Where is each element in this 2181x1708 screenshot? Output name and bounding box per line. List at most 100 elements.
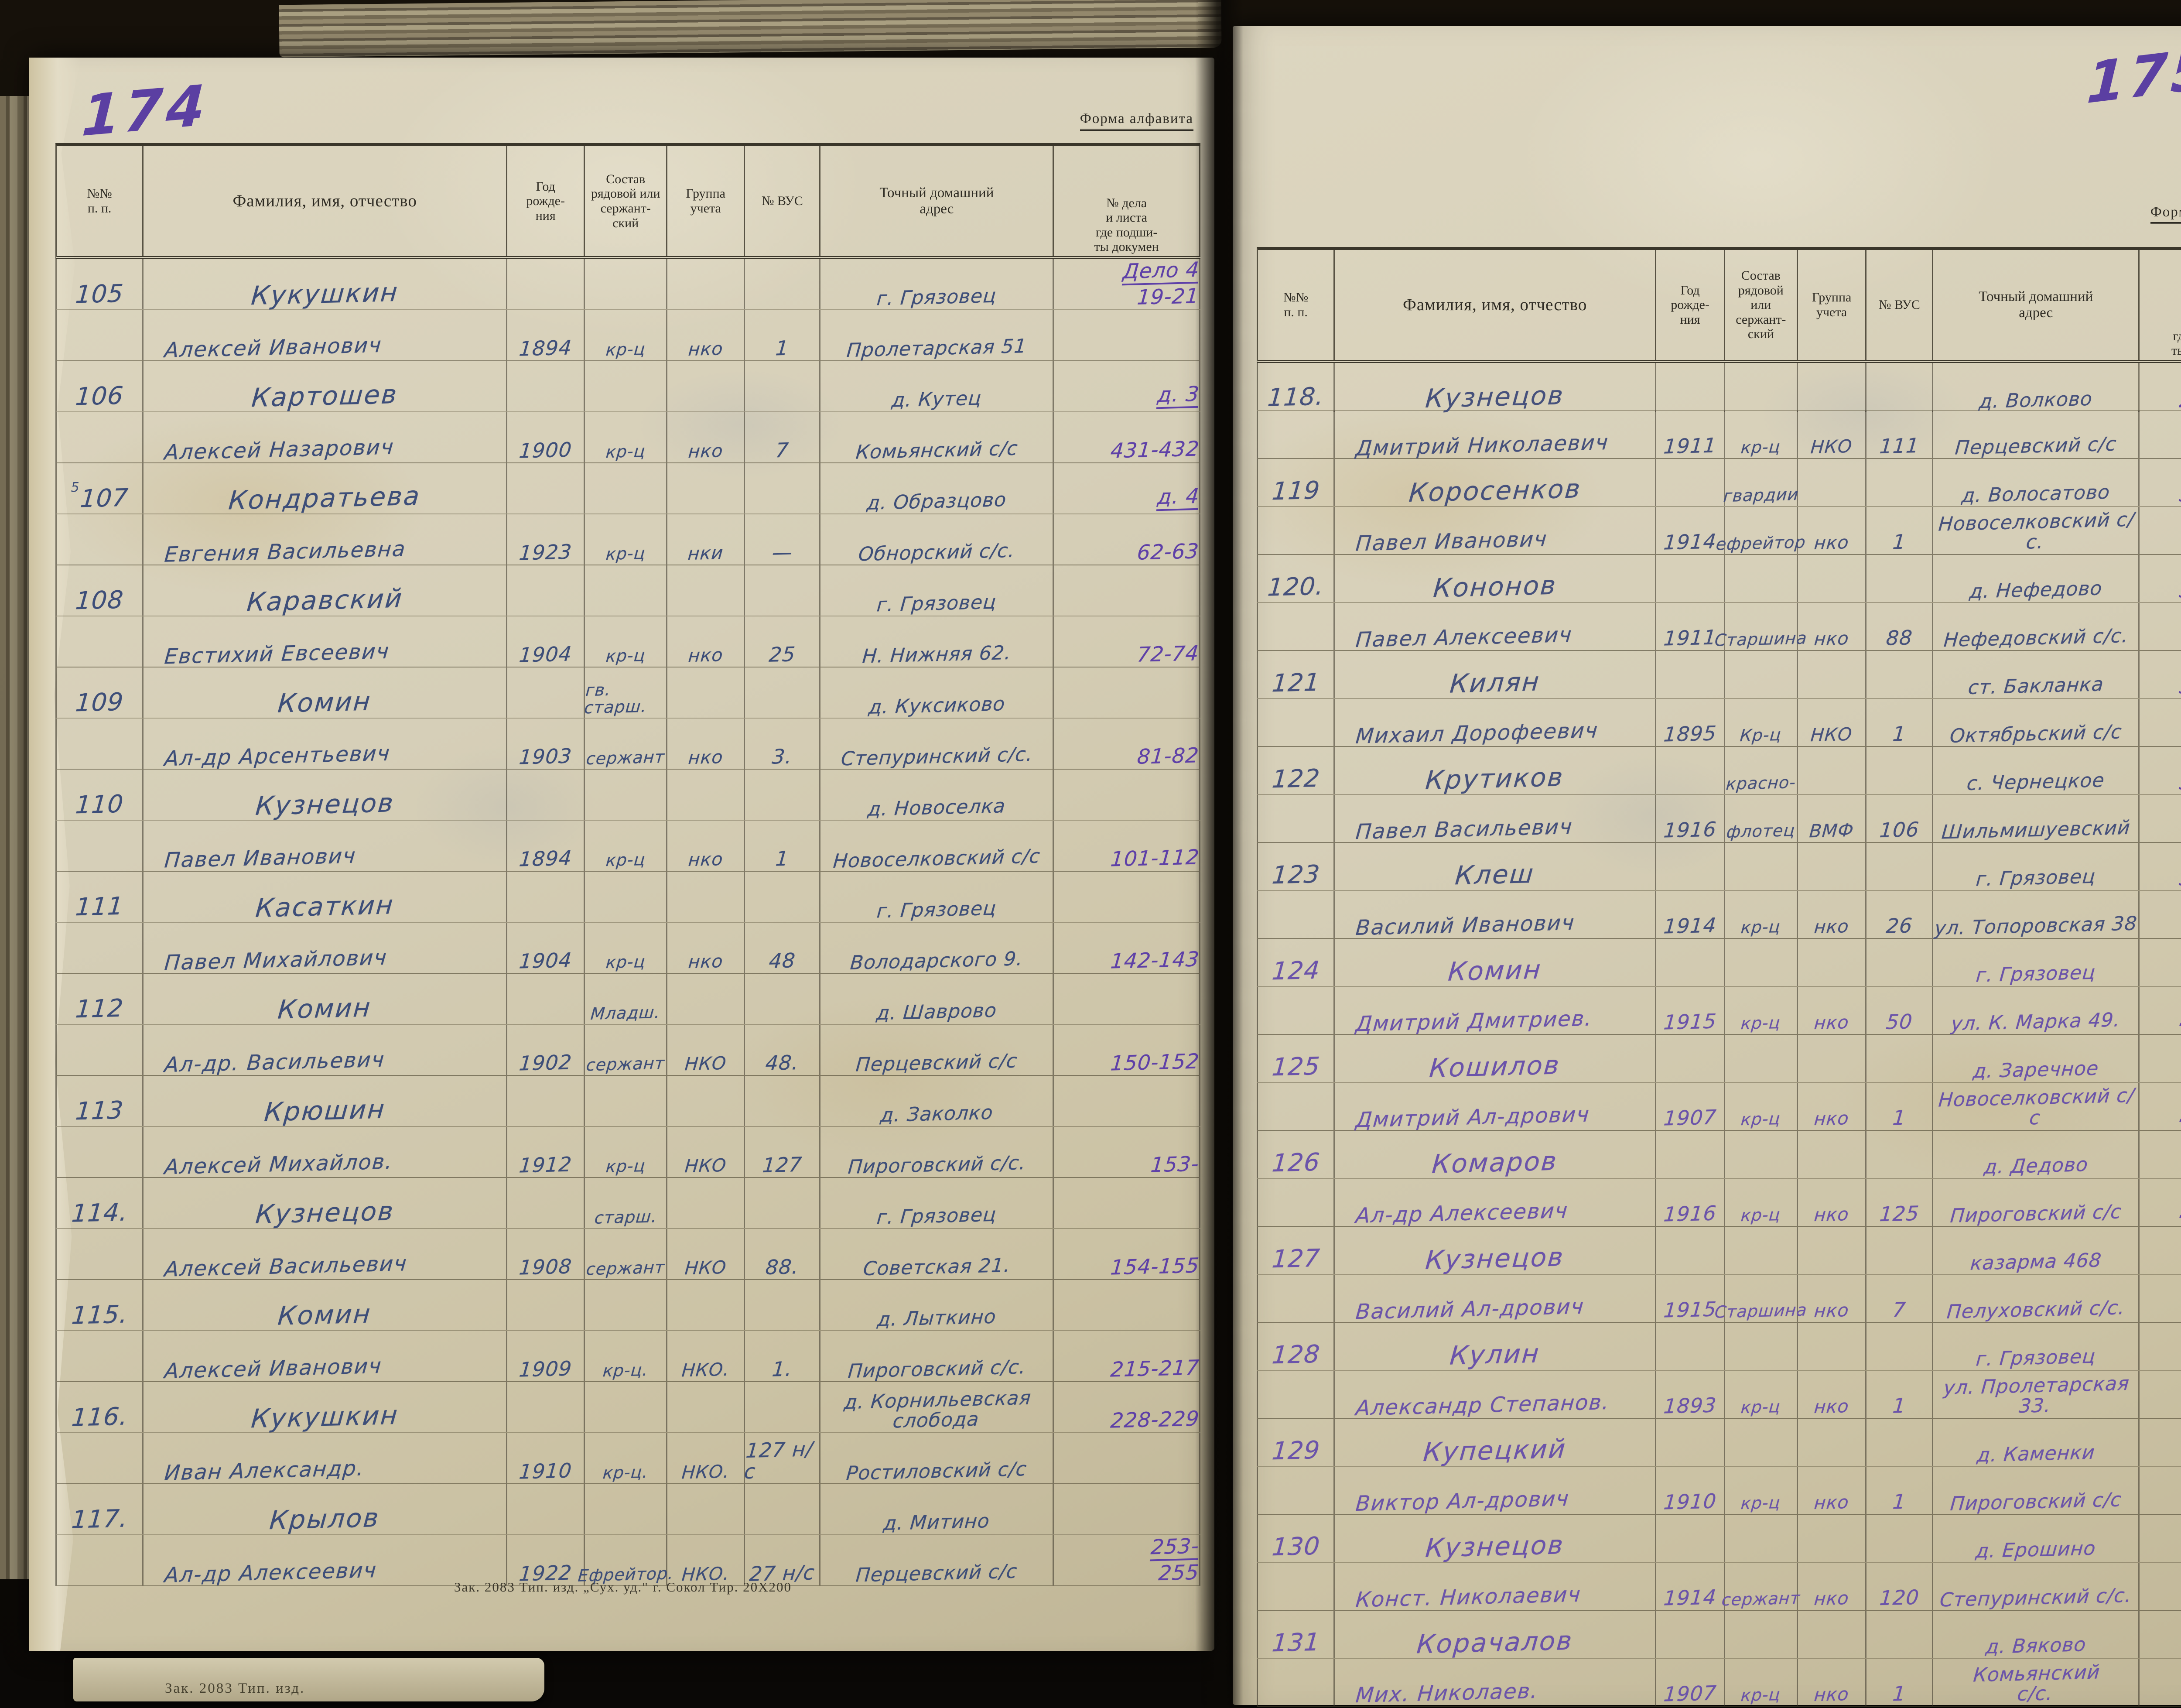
- table-row: 126 Комаров д. Дедово: [1257, 1131, 2181, 1179]
- hw-num: 113: [74, 1096, 125, 1126]
- cell: [507, 1178, 585, 1228]
- doc-number: 228-229: [1109, 1407, 1200, 1433]
- hw-name: Виктор Ал-дрович: [1354, 1486, 1571, 1516]
- cell: 431-432: [2140, 987, 2181, 1034]
- table-body: 105 Кукушкин г. Грязовец Дело 4 19-21 Алексей…: [55, 258, 1200, 1588]
- doc-number: 255: [1158, 1560, 1200, 1585]
- cell: [2140, 939, 2181, 986]
- table-row: Василий Ал-дрович 1915 Старшина нко 7 Пелухов…: [1257, 1275, 2181, 1324]
- form-title: Форма алфавита: [1080, 111, 1193, 131]
- cell: [1258, 603, 1335, 650]
- hw-year: 1914: [1662, 913, 1718, 938]
- hw-year: 1909: [518, 1356, 573, 1382]
- hw-name: Павел Иванович: [164, 843, 357, 873]
- cell: Павел Михайлович: [144, 923, 508, 975]
- cell: [1258, 411, 1335, 458]
- cell: Советская 21.: [820, 1229, 1054, 1280]
- doc-number: 253-: [1150, 1534, 1200, 1562]
- hw-rank_b: сержант: [585, 747, 666, 769]
- cell: [1866, 1419, 1934, 1466]
- cell: Кукушкин: [144, 259, 508, 311]
- cell: д. Кутец: [820, 361, 1054, 411]
- cell: [1866, 1515, 1934, 1562]
- cell: [1798, 1227, 1867, 1274]
- cell: д. 4: [1054, 463, 1200, 513]
- cell: 370-373: [2140, 747, 2181, 794]
- hw-surname: Комаров: [1431, 1146, 1559, 1179]
- cell: [585, 463, 668, 513]
- cell: НКО: [667, 1025, 745, 1075]
- cell: ВМФ: [1798, 795, 1867, 842]
- hw-addr_a: с. Чернецкое: [1966, 769, 2106, 795]
- cell: Корачалов: [1335, 1611, 1657, 1660]
- cell: флотец: [1725, 795, 1798, 842]
- hw-surname: Кондратьева: [227, 480, 422, 516]
- hw-vus: 120: [1878, 1585, 1920, 1610]
- hw-group: нко: [687, 848, 724, 870]
- cell: 389-393: [2140, 843, 2181, 890]
- hw-addr_b: Ростиловский с/с: [845, 1458, 1028, 1485]
- page-number: 174: [80, 72, 210, 150]
- table-row: Дмитрий Ал-дрович 1907 кр-ц нко 1 Новоселковс…: [1257, 1083, 2181, 1132]
- cell: 5 107: [57, 463, 144, 513]
- cell: 1893: [1656, 1371, 1725, 1418]
- cell: Новоселковский с/с.: [1933, 507, 2140, 554]
- cell: [1054, 565, 1200, 616]
- cell: 26: [1866, 891, 1934, 938]
- table-row: 130 Кузнецов д. Ерошино 62-64: [1257, 1515, 2181, 1563]
- cell: [1725, 651, 1798, 698]
- cell: д. Новоселка: [820, 770, 1054, 821]
- hw-vus: —: [771, 540, 794, 565]
- hw-addr_a: ст. Бакланка: [1967, 673, 2105, 699]
- cell: Килян: [1335, 651, 1657, 699]
- hw-rank_b: кр-ц: [1740, 1013, 1781, 1034]
- cell: кр-ц: [1725, 1083, 1798, 1130]
- hw-num: 126: [1271, 1148, 1321, 1178]
- hw-group: нко: [687, 746, 724, 768]
- hw-addr_a: г. Грязовец: [876, 1203, 998, 1229]
- cell: [2140, 1659, 2181, 1706]
- cell: НКО.: [667, 1535, 745, 1585]
- cell: Перцевский с/с: [820, 1535, 1054, 1586]
- table-row: 129 Купецкий д. Каменки 49-50: [1257, 1419, 2181, 1467]
- hw-num: 127: [1271, 1244, 1321, 1274]
- cell: г. Грязовец: [820, 565, 1054, 616]
- cell: 1908: [507, 1229, 585, 1279]
- cell: [1656, 843, 1725, 890]
- cell: 1916: [1656, 795, 1725, 842]
- hw-rank_b: кр-ц: [605, 441, 646, 462]
- cell: кр-ц: [585, 616, 668, 667]
- table-header: №№ п. п. Фамилия, имя, отчество Год рожде-…: [1257, 247, 2181, 363]
- cell: 1: [1866, 1467, 1934, 1514]
- cell: г. Грязовец: [1933, 939, 2140, 986]
- hw-vus: 25: [768, 642, 797, 667]
- cell: [57, 412, 144, 462]
- cell: 458-459: [2140, 1083, 2181, 1130]
- cell: г. Грязовец: [1933, 843, 2140, 890]
- hw-num: 114.: [70, 1198, 129, 1228]
- table-row: Ал-др Алексеевич 1922 Ефрейтор. НКО. 27 н/с П…: [55, 1534, 1200, 1588]
- cell: [57, 310, 144, 360]
- hw-surname: Кузнецов: [254, 1196, 396, 1230]
- cell: 20-21: [2140, 1275, 2181, 1322]
- cell: нко: [1798, 1659, 1867, 1706]
- hw-surname: Килян: [1448, 666, 1542, 699]
- cell: 105: [57, 259, 144, 309]
- cell: 126: [1258, 1131, 1335, 1178]
- cell: Василий Иванович: [1335, 891, 1657, 940]
- hw-addr_a: казарма 468: [1969, 1249, 2102, 1275]
- hw-num: 110: [74, 790, 125, 820]
- hw-surname: Комин: [277, 686, 373, 719]
- cell: кр-ц: [1725, 1467, 1798, 1514]
- cell: Комин: [144, 1280, 508, 1331]
- cell: нко: [1798, 507, 1867, 554]
- cell: [1054, 1076, 1200, 1126]
- hw-surname: Кошилов: [1428, 1050, 1562, 1083]
- cell: Александр Степанов.: [1335, 1371, 1657, 1420]
- table-row: Алексей Иванович 1909 кр-ц. НКО. 1. Пироговск…: [55, 1331, 1200, 1383]
- cell: Младш.: [585, 974, 668, 1024]
- cell: д. Лыткино: [820, 1280, 1054, 1331]
- cell: 120.: [1258, 555, 1335, 602]
- cell: д. Митино: [820, 1484, 1054, 1535]
- doc-number: 153-: [1150, 1152, 1200, 1177]
